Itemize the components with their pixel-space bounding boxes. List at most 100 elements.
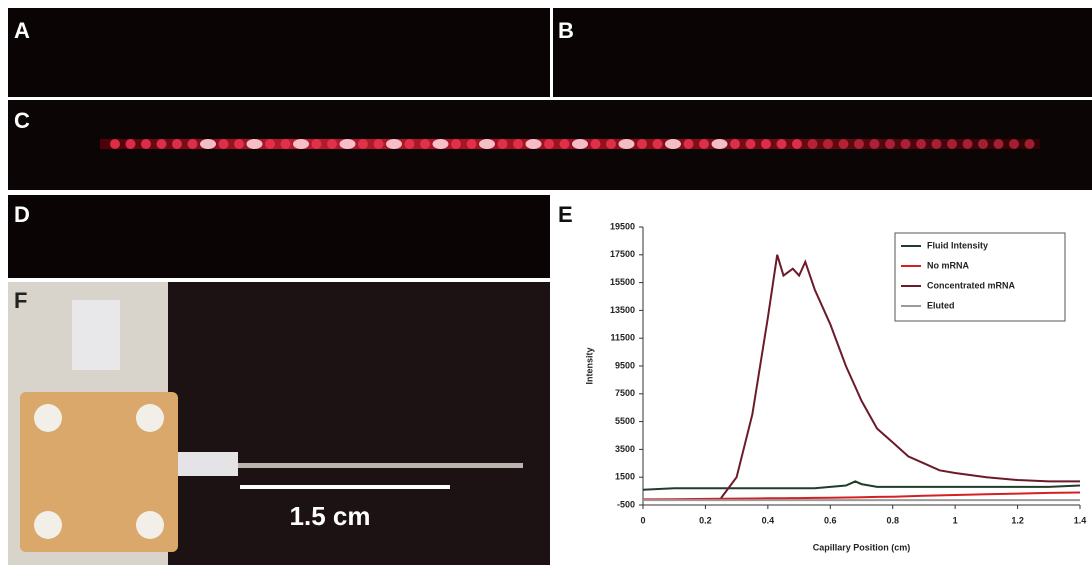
panel-b xyxy=(553,8,1092,97)
x-tick-label: 0.2 xyxy=(699,515,712,525)
droplet xyxy=(1009,139,1019,149)
droplet xyxy=(838,139,849,149)
droplet xyxy=(125,139,136,149)
droplet xyxy=(900,139,911,149)
droplet xyxy=(172,139,182,149)
legend-label: Concentrated mRNA xyxy=(927,280,1016,290)
droplet xyxy=(187,139,198,149)
y-tick-label: 5500 xyxy=(615,416,635,426)
y-tick-label: 17500 xyxy=(610,249,635,259)
droplet xyxy=(590,139,601,149)
droplet xyxy=(280,139,291,149)
x-tick-label: 0 xyxy=(640,515,645,525)
panel-a xyxy=(8,8,550,97)
y-tick-label: 1500 xyxy=(615,472,635,482)
panel-label: A xyxy=(14,18,30,43)
droplet xyxy=(373,139,384,149)
droplet xyxy=(420,139,430,149)
hole xyxy=(136,404,164,432)
droplet xyxy=(807,139,818,149)
x-tick-label: 1.2 xyxy=(1011,515,1024,525)
droplet xyxy=(776,139,787,149)
droplet xyxy=(885,139,895,149)
y-tick-label: 9500 xyxy=(615,360,635,370)
y-axis-label: Intensity xyxy=(584,347,594,384)
droplet xyxy=(218,139,229,149)
legend-label: Fluid Intensity xyxy=(927,240,988,250)
panel-label: D xyxy=(14,202,30,227)
droplet xyxy=(311,139,322,149)
droplet xyxy=(156,139,167,149)
capillary xyxy=(238,463,523,468)
droplet xyxy=(572,139,588,149)
legend-label: Eluted xyxy=(927,300,955,310)
droplet xyxy=(637,139,647,149)
droplet xyxy=(761,139,771,149)
droplet xyxy=(683,139,694,149)
droplet xyxy=(513,139,523,149)
droplet xyxy=(404,139,415,149)
line-series xyxy=(642,491,1081,501)
y-tick-label: -500 xyxy=(617,499,635,509)
droplet xyxy=(246,139,263,149)
scale-bar xyxy=(240,485,450,489)
droplet xyxy=(559,139,570,149)
droplet xyxy=(200,139,216,149)
droplet xyxy=(432,139,449,149)
panel-label: B xyxy=(558,18,574,43)
droplet xyxy=(1024,139,1035,149)
chart: -500 1500 3500 5500 7500 9500 11500 13500 15500 1… xyxy=(584,221,1086,552)
droplet xyxy=(665,139,681,149)
x-tick-label: 0.6 xyxy=(824,515,837,525)
droplet xyxy=(792,139,802,149)
fitting xyxy=(72,300,120,370)
droplet xyxy=(358,139,368,149)
x-tick-label: 0.8 xyxy=(886,515,899,525)
y-tick-label: 7500 xyxy=(615,388,635,398)
x-axis-label: Capillary Position (cm) xyxy=(813,542,911,552)
droplet xyxy=(141,139,151,149)
y-tick-label: 13500 xyxy=(610,305,635,315)
droplet xyxy=(931,139,942,149)
droplet xyxy=(869,139,880,149)
y-tick-label: 15500 xyxy=(610,277,635,287)
legend-box xyxy=(894,232,1066,322)
droplet xyxy=(618,139,635,149)
droplet xyxy=(606,139,616,149)
panel-label: C xyxy=(14,108,30,133)
y-tick-label: 19500 xyxy=(610,221,635,231)
droplet xyxy=(544,139,554,149)
droplet xyxy=(699,139,709,149)
x-tick-label: 1.4 xyxy=(1074,515,1087,525)
droplet xyxy=(339,139,356,149)
droplet xyxy=(916,139,926,149)
x-tick-label: 1 xyxy=(953,515,958,525)
droplet xyxy=(854,139,864,149)
droplet xyxy=(730,139,740,149)
droplet xyxy=(451,139,461,149)
panel-d xyxy=(8,195,550,278)
droplet xyxy=(745,139,756,149)
droplet xyxy=(711,139,728,149)
droplet xyxy=(652,139,663,149)
droplet xyxy=(293,139,309,149)
scale-label: 1.5 cm xyxy=(290,501,371,531)
droplet xyxy=(234,139,244,149)
droplets xyxy=(110,139,1035,149)
droplet xyxy=(466,139,477,149)
hole xyxy=(34,511,62,539)
droplet xyxy=(993,139,1004,149)
droplet xyxy=(479,139,495,149)
legend-label: No mRNA xyxy=(927,260,969,270)
hole xyxy=(34,404,62,432)
droplet xyxy=(947,139,957,149)
fitting xyxy=(178,452,238,476)
droplet xyxy=(110,139,120,149)
line-series xyxy=(720,254,1080,499)
droplet xyxy=(386,139,402,149)
droplet xyxy=(265,139,275,149)
y-tick-label: 11500 xyxy=(610,333,635,343)
chip-block xyxy=(20,392,178,552)
